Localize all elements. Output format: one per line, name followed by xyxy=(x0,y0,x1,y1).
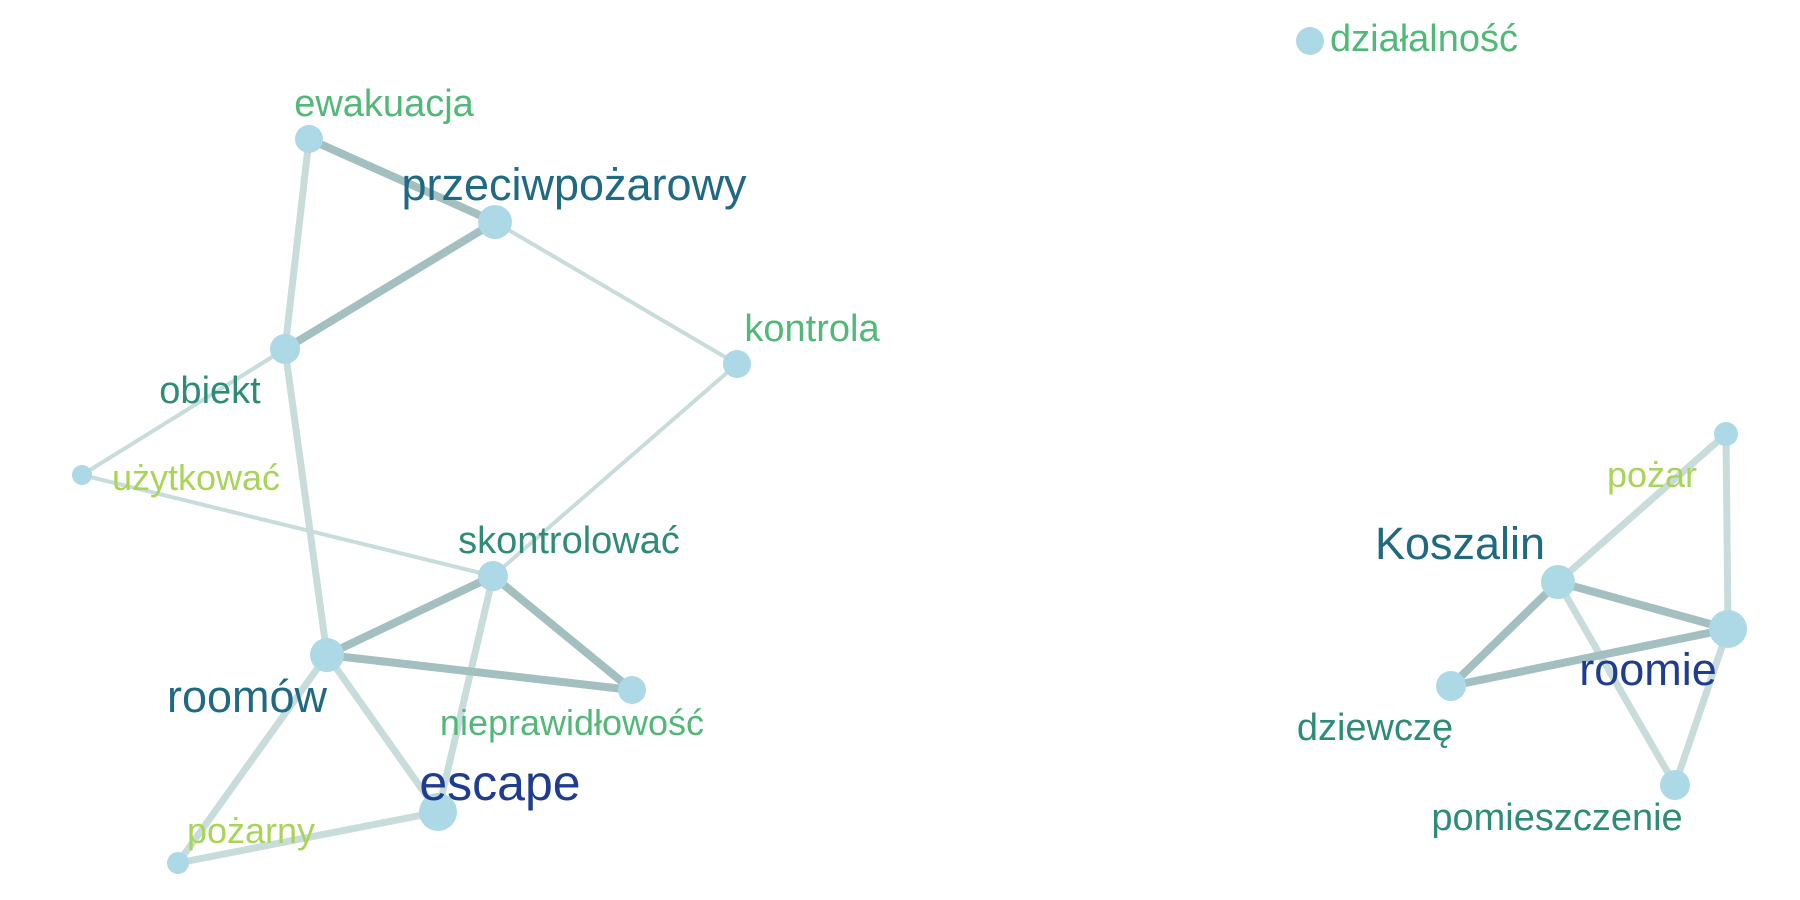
node-label-obiekt: obiekt xyxy=(159,370,261,412)
node-label-dziewcze: dziewczę xyxy=(1297,707,1453,749)
node-skontrolowac xyxy=(478,561,508,591)
node-label-uzytkowac: użytkować xyxy=(112,457,280,498)
edges-layer xyxy=(80,135,1732,867)
edge-roomow-pozarny xyxy=(174,651,331,867)
edge-obiekt-uzytkowac xyxy=(80,347,287,477)
edge-roomow-nieprawidlowosc xyxy=(323,651,636,694)
node-label-pozarny: pożarny xyxy=(187,810,315,851)
edge-obiekt-roomow xyxy=(281,345,331,659)
nodes-layer xyxy=(72,27,1747,874)
node-pozar xyxy=(1714,422,1738,446)
node-roomie xyxy=(1709,610,1747,648)
node-label-roomow: roomów xyxy=(167,671,328,722)
node-ewakuacja xyxy=(295,125,323,153)
edge-roomow-escape xyxy=(323,651,442,816)
node-pozarny xyxy=(167,852,189,874)
node-nieprawidlowosc xyxy=(618,676,646,704)
node-label-przeciwpozarowy: przeciwpożarowy xyxy=(401,159,747,210)
edge-koszalin-dziewcze xyxy=(1447,578,1562,690)
edge-pozar-koszalin xyxy=(1554,430,1730,586)
node-label-roomie: roomie xyxy=(1579,644,1717,695)
node-roomow xyxy=(310,638,344,672)
edge-koszalin-pomieszczenie xyxy=(1554,578,1679,789)
edge-skontrolowac-nieprawidlowosc xyxy=(489,572,636,694)
edge-skontrolowac-roomow xyxy=(323,572,497,659)
node-label-pozar: pożar xyxy=(1607,454,1697,495)
node-label-escape: escape xyxy=(419,755,580,811)
edge-skontrolowac-escape xyxy=(434,572,497,816)
edge-przeciwpozarowy-obiekt xyxy=(281,218,499,353)
node-label-pomieszczenie: pomieszczenie xyxy=(1431,797,1682,839)
node-dziewcze xyxy=(1436,671,1466,701)
edge-koszalin-roomie xyxy=(1554,578,1732,633)
edge-ewakuacja-obiekt xyxy=(281,135,313,353)
edge-uzytkowac-skontrolowac xyxy=(80,473,495,578)
edge-escape-pozarny xyxy=(174,808,442,867)
node-kontrola xyxy=(723,350,751,378)
node-obiekt xyxy=(270,334,300,364)
edge-ewakuacja-przeciwpozarowy xyxy=(305,135,499,226)
node-label-nieprawidlowosc: nieprawidłowość xyxy=(440,702,704,743)
node-uzytkowac xyxy=(72,465,92,485)
edge-dziewcze-roomie xyxy=(1447,625,1732,690)
node-label-kontrola: kontrola xyxy=(744,308,880,350)
node-koszalin xyxy=(1541,565,1575,599)
node-label-koszalin: Koszalin xyxy=(1375,518,1545,569)
node-escape xyxy=(419,793,457,831)
node-label-skontrolowac: skontrolować xyxy=(458,520,680,562)
edge-przeciwpozarowy-kontrola xyxy=(493,220,739,366)
edge-pozar-roomie xyxy=(1722,430,1732,633)
edge-kontrola-skontrolowac xyxy=(491,362,739,578)
node-label-ewakuacja: ewakuacja xyxy=(294,83,474,125)
node-dzialalnosc xyxy=(1296,27,1324,55)
node-label-dzialalnosc: działalność xyxy=(1330,18,1518,60)
node-przeciwpozarowy xyxy=(478,205,512,239)
edge-roomie-pomieszczenie xyxy=(1671,625,1732,789)
node-pomieszczenie xyxy=(1660,770,1690,800)
labels-layer: działalność ewakuacja przeciwpożarowy kontr… xyxy=(112,18,1717,851)
